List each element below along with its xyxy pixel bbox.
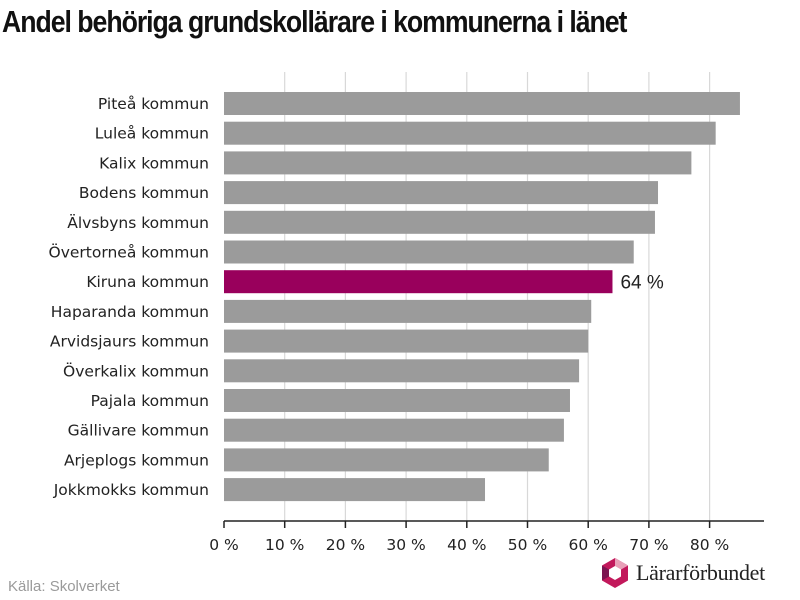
x-tick-label: 30 %: [386, 536, 425, 554]
x-tick-label: 0 %: [209, 536, 239, 554]
category-label: Överkalix kommun: [63, 361, 209, 380]
logo-text: Lärarförbundet: [636, 560, 765, 585]
bar: [224, 389, 570, 412]
category-label: Gällivare kommun: [68, 422, 209, 440]
bars: [224, 92, 740, 502]
bar: [224, 210, 655, 234]
bar: [224, 270, 613, 294]
bar: [224, 418, 564, 442]
category-label: Haparanda kommun: [51, 303, 209, 321]
category-label: Piteå kommun: [98, 95, 209, 113]
category-label: Arvidsjaurs kommun: [50, 333, 209, 351]
bar: [224, 448, 549, 472]
bar: [224, 121, 716, 145]
bar: [224, 92, 740, 115]
x-axis: 0 % 10 % 20 % 30 % 40 % 50 % 60 % 70 % 80 %: [209, 520, 764, 554]
category-label: Pajala kommun: [91, 392, 209, 410]
category-label: Kiruna kommun: [86, 273, 209, 291]
category-label: Älvsbyns kommun: [67, 213, 209, 232]
bar: [224, 151, 692, 175]
bar: [224, 478, 486, 502]
gridlines: [284, 72, 711, 521]
bar: [224, 329, 589, 353]
category-label: Övertorneå kommun: [49, 243, 209, 262]
category-label: Arjeplogs kommun: [64, 451, 209, 469]
x-tick-label: 60 %: [569, 536, 608, 554]
bar: [224, 181, 659, 205]
x-tick-label: 10 %: [265, 536, 304, 554]
x-tick-label: 40 %: [447, 536, 486, 554]
category-labels: Piteå kommun Luleå kommun Kalix kommun Bode…: [49, 95, 664, 499]
category-label: Jokkmokks kommun: [53, 481, 209, 499]
x-tick-label: 50 %: [508, 536, 547, 554]
category-label: Bodens kommun: [79, 184, 209, 202]
x-tick-label: 80 %: [690, 536, 729, 554]
category-label: Kalix kommun: [99, 154, 209, 172]
x-tick-label: 20 %: [326, 536, 365, 554]
x-tick-label: 70 %: [629, 536, 668, 554]
data-label: 64 %: [620, 273, 663, 294]
bar: [224, 240, 634, 264]
bar: [224, 299, 592, 323]
publisher-logo: Lärarförbundet: [600, 557, 765, 589]
source-note: Källa: Skolverket: [8, 578, 120, 595]
bar: [224, 359, 580, 383]
chart-title: Andel behöriga grundskollärare i kommune…: [2, 4, 627, 39]
category-label: Luleå kommun: [95, 125, 209, 143]
lararforbundet-logo-icon: [602, 558, 628, 588]
